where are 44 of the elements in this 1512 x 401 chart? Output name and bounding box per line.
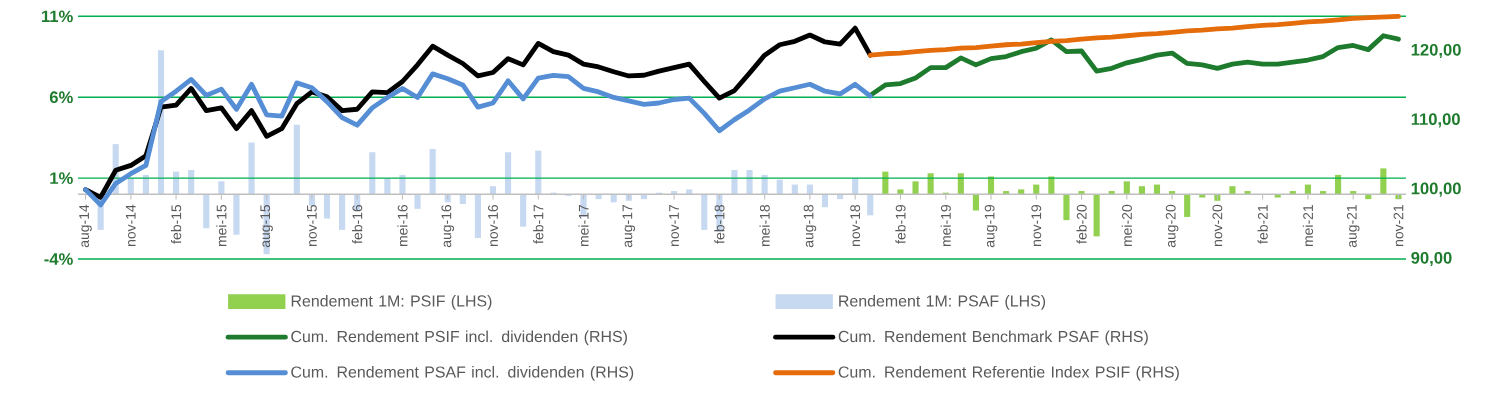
x-tick-label: nov-21 [1393,205,1404,247]
x-tick-label: feb-16 [352,204,363,244]
legend-label: Rendement 1M: PSIF (LHS) [291,294,492,310]
y2-tick-label: 120,00 [1411,43,1461,59]
x-tick-label: aug-14 [79,204,92,248]
x-tick-label: mei-17 [578,205,589,247]
x-tick-label: nov-17 [669,205,679,247]
x-tick-label: nov-14 [125,204,136,247]
y2-tick-label: 90,00 [1411,251,1452,267]
x-tick-label: feb-19 [895,204,906,244]
y2-tick-label: 110,00 [1411,113,1460,128]
y-tick-label: 6% [49,91,73,104]
x-tick-label: aug-20 [1165,204,1179,248]
x-tick-label: aug-19 [984,205,998,248]
x-tick-label: aug-18 [803,204,817,248]
x-tick-label: aug-21 [1346,205,1360,248]
x-tick-label: aug-16 [441,204,455,248]
x-tick-label: feb-21 [1257,205,1268,244]
x-tick-label: feb-18 [714,204,725,244]
legend-label: Cum. Rendement PSAF incl. dividenden (RHS) [291,365,634,381]
x-tick-label: nov-16 [488,204,498,247]
x-tick-label: feb-15 [170,204,182,244]
x-tick-label: nov-18 [850,204,861,247]
x-tick-label: mei-19 [940,205,951,247]
x-tick-label: mei-20 [1121,204,1132,247]
y-tick-label: 1% [50,172,73,184]
legend-label: Cum. Rendement PSIF incl. dividenden (RHS) [291,330,627,346]
x-tick-label: feb-20 [1076,204,1087,244]
x-tick-label: feb-17 [533,205,544,244]
legend-label: Cum. Rendement Referentie Index PSIF (RHS) [838,365,1179,381]
x-tick-label: nov-19 [1031,205,1042,247]
x-tick-label: aug-17 [622,205,636,248]
legend-label: Cum. Rendement Benchmark PSAF (RHS) [838,330,1148,346]
legend-label: Rendement 1M: PSAF (LHS) [839,294,1046,310]
x-tick-label: mei-16 [397,204,408,247]
y2-tick-label: 100,00 [1411,182,1461,197]
x-tick-label: mei-21 [1302,205,1314,247]
y-tick-label: -4% [44,253,73,265]
x-tick-label: aug-15 [260,204,273,248]
x-tick-label: mei-15 [216,204,227,247]
y-tick-label: 11% [42,10,73,23]
x-tick-label: nov-20 [1212,204,1223,247]
x-tick-label: nov-15 [307,204,317,247]
x-tick-label: mei-18 [759,204,770,247]
